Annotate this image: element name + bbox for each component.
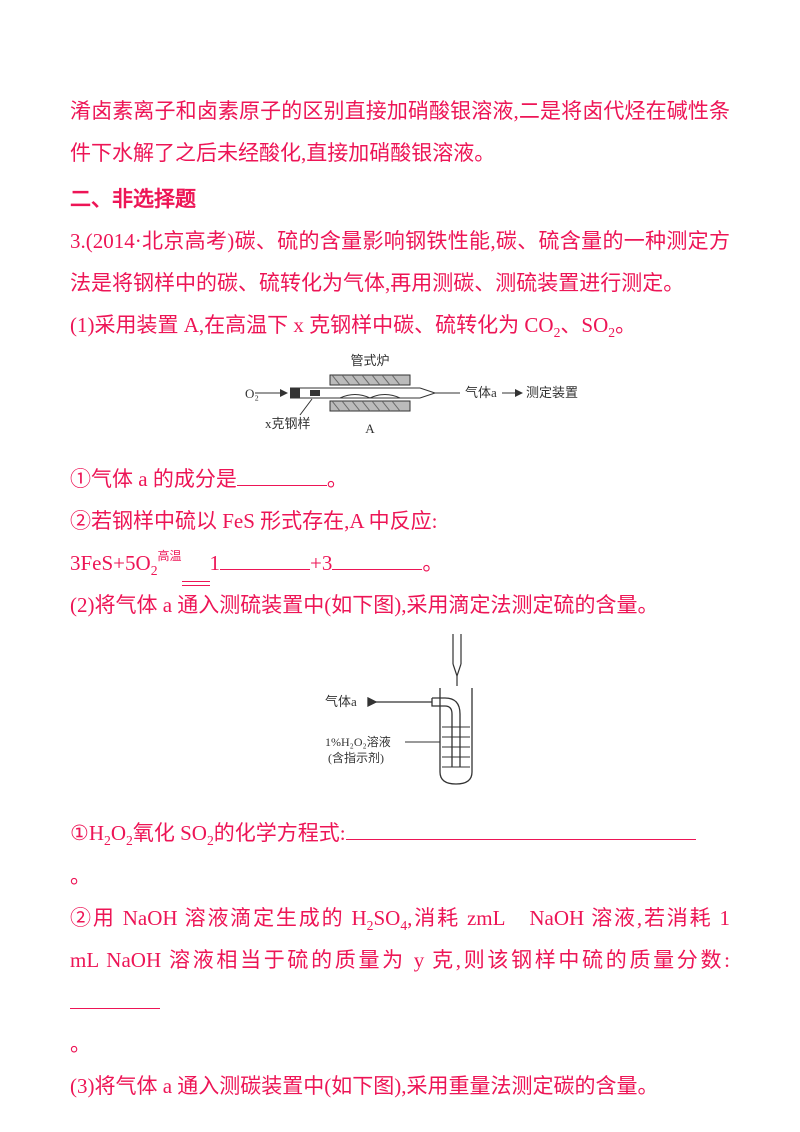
q3-2-2a: ②用 NaOH 溶液滴定生成的 H [70, 906, 367, 930]
inlet-plug [290, 388, 300, 398]
q3-1-text-a: (1)采用装置 A,在高温下 x 克钢样中碳、硫转化为 CO [70, 313, 554, 337]
eq-end: 。 [422, 551, 443, 575]
q3-equation: 3FeS+5O2高温1+3。 [70, 542, 730, 585]
sample-label: x克钢样 [265, 416, 311, 431]
q3-2-1a: ①H [70, 821, 104, 845]
q3-1-text-b: 、SO [560, 313, 608, 337]
q3-1-1b: 。 [327, 467, 348, 491]
eq-cond: 高温 [158, 549, 182, 563]
q3-2-1b: O [111, 821, 126, 845]
blank [332, 549, 422, 570]
furnace-label: 管式炉 [350, 353, 389, 368]
q3-part3: (3)将气体 a 通入测碳装置中(如下图),采用重量法测定碳的含量。 [70, 1065, 730, 1107]
steel-sample [310, 390, 320, 396]
eq-mid2: +3 [310, 551, 332, 575]
blank [220, 549, 310, 570]
blank [70, 988, 160, 1009]
solution-label: 1%H₂O₂溶液 [325, 734, 391, 749]
q3-1-1: ①气体 a 的成分是 。 [70, 458, 730, 500]
document-body: 淆卤素离子和卤素原子的区别直接加硝酸银溶液,二是将卤代烃在碱性条件下水解了之后未… [70, 90, 730, 1107]
boat [340, 394, 400, 398]
furnace-body [330, 375, 410, 411]
blank [237, 465, 327, 486]
q3-1-2: ②若钢样中硫以 FeS 形式存在,A 中反应: [70, 500, 730, 542]
q3-part2: (2)将气体 a 通入测硫装置中(如下图),采用滴定法测定硫的含量。 [70, 584, 730, 626]
q3-1-text-c: 。 [615, 313, 636, 337]
o2-label: O₂ [245, 386, 259, 401]
q3-2-2b: SO [373, 906, 400, 930]
q3-2-1: ①H2O2氧化 SO2的化学方程式: [70, 812, 730, 855]
q3-1-1a: ①气体 a 的成分是 [70, 467, 237, 491]
q3-2-2: ②用 NaOH 溶液滴定生成的 H2SO4,消耗 zmL NaOH 溶液,若消耗… [70, 897, 730, 1024]
to-device-label: 测定装置 [526, 385, 578, 400]
intro-paragraph: 淆卤素离子和卤素原子的区别直接加硝酸银溶液,二是将卤代烃在碱性条件下水解了之后未… [70, 90, 730, 174]
blank-long [346, 819, 696, 840]
q3-part1: (1)采用装置 A,在高温下 x 克钢样中碳、硫转化为 CO2、SO2。 [70, 304, 730, 347]
eq-left: 3FeS+5O [70, 551, 151, 575]
q3-2-2-end: 。 [70, 1023, 730, 1065]
eq-mid: 1 [210, 551, 221, 575]
q3-2-1-end: 。 [70, 855, 730, 897]
q3-2-1c: 氧化 SO [133, 821, 207, 845]
indicator-label: (含指示剂) [328, 750, 384, 765]
gas-a-label-2: 气体a [325, 694, 357, 709]
apparatus-a-label: A [365, 421, 375, 436]
burette [453, 634, 461, 686]
gas-a-label: 气体a [465, 385, 497, 400]
apparatus-a-figure: 管式炉 O₂ x克钢样 气体a 测定装置 A [220, 353, 580, 438]
figure-2-container: 气体a 1%H₂O₂溶液 (含指示剂) [70, 632, 730, 806]
figure-1-container: 管式炉 O₂ x克钢样 气体a 测定装置 A [70, 353, 730, 452]
section-header: 二、非选择题 [70, 178, 730, 220]
q3-2-1d: 的化学方程式: [214, 821, 346, 845]
titration-figure: 气体a 1%H₂O₂溶液 (含指示剂) [270, 632, 530, 792]
q3-stem: 3.(2014·北京高考)碳、硫的含量影响钢铁性能,碳、硫含量的一种测定方法是将… [70, 220, 730, 304]
